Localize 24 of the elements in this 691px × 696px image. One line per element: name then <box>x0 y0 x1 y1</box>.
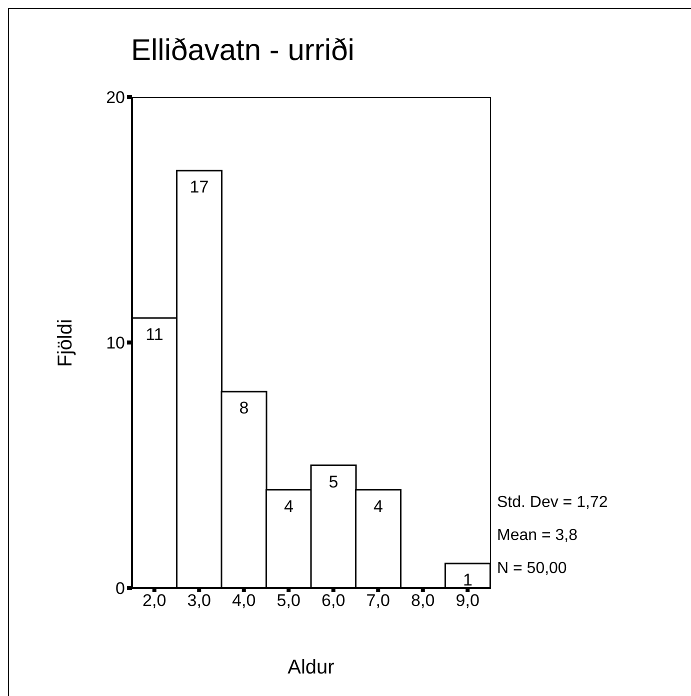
text: N = 50,00 <box>497 560 567 578</box>
x-axis-title: Aldur <box>288 656 334 680</box>
data-label: 8 <box>239 398 249 418</box>
data-label: 4 <box>284 496 294 516</box>
text: Std. Dev = 1,72 <box>497 494 608 512</box>
y-axis-title: Fjöldi <box>54 319 78 367</box>
y-tick-label: 10 <box>106 334 125 353</box>
y-tick-label: 0 <box>116 579 125 598</box>
x-tick-label: 6,0 <box>322 591 346 610</box>
x-tick-label: 3,0 <box>187 591 211 610</box>
data-label: 1 <box>463 570 472 590</box>
x-tick-label: 8,0 <box>411 591 435 610</box>
x-tick-label: 9,0 <box>456 591 480 610</box>
x-tick-label: 5,0 <box>276 591 300 610</box>
x-tick-label: 2,0 <box>142 591 166 610</box>
x-tick-label: 7,0 <box>366 591 390 610</box>
chart-title: Elliðavatn - urriði <box>131 34 354 68</box>
data-label: 17 <box>190 178 209 197</box>
data-label: 11 <box>146 325 164 344</box>
data-label: 4 <box>374 496 383 516</box>
text: Mean = 3,8 <box>497 527 578 545</box>
y-tick-label: 20 <box>106 88 125 108</box>
data-label: 5 <box>328 472 338 492</box>
x-tick-label: 4,0 <box>232 591 256 610</box>
